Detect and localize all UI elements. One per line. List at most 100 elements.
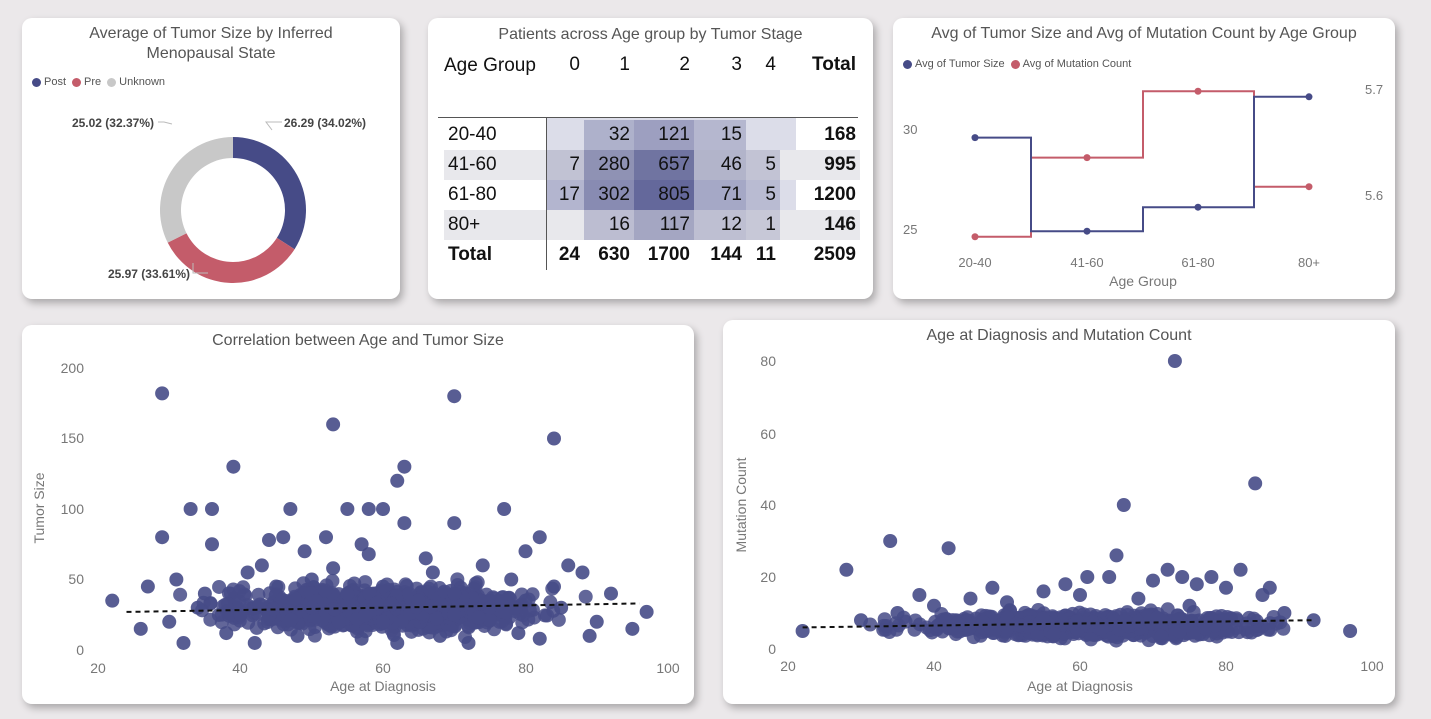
matrix-cell[interactable]: 302 — [584, 180, 634, 210]
scatter-point[interactable] — [304, 572, 319, 587]
scatter-point[interactable] — [461, 635, 476, 650]
scatter-point[interactable] — [425, 565, 440, 580]
scatter-point[interactable] — [985, 580, 1000, 595]
scatter-point[interactable] — [304, 600, 319, 615]
matrix-cell[interactable]: 657 — [634, 150, 694, 180]
scatter-point[interactable] — [511, 626, 526, 641]
scatter-point[interactable] — [1160, 562, 1175, 577]
scatter-point[interactable] — [1000, 595, 1014, 610]
matrix-cell[interactable]: 32 — [584, 120, 634, 150]
scatter-point[interactable] — [639, 604, 654, 619]
scatter-point[interactable] — [1036, 584, 1051, 599]
scatter-point[interactable] — [578, 589, 593, 604]
scatter-point[interactable] — [1069, 614, 1084, 629]
scatter-point[interactable] — [219, 626, 234, 641]
matrix-cell[interactable]: 5 — [746, 180, 780, 210]
matrix-cell[interactable] — [746, 120, 780, 150]
scatter-point[interactable] — [240, 565, 255, 580]
matrix-cell[interactable]: 805 — [634, 180, 694, 210]
scatter-point[interactable] — [1109, 633, 1124, 648]
scatter-point[interactable] — [249, 620, 264, 635]
scatter-point[interactable] — [1233, 562, 1248, 577]
scatter-point[interactable] — [461, 620, 476, 635]
scatter-point[interactable] — [276, 530, 291, 545]
scatter-point[interactable] — [173, 587, 188, 602]
matrix-cell[interactable]: 121 — [634, 120, 694, 150]
scatter-point[interactable] — [203, 612, 218, 627]
scatter-point[interactable] — [604, 586, 618, 601]
scatter-point[interactable] — [882, 625, 897, 640]
scatter-point[interactable] — [155, 530, 170, 545]
scatter-point[interactable] — [262, 533, 276, 548]
scatter-point[interactable] — [471, 610, 486, 625]
scatter-point[interactable] — [376, 579, 390, 594]
donut-slice-pre[interactable] — [167, 233, 295, 284]
scatter-point[interactable] — [1167, 354, 1182, 368]
legend-unknown[interactable]: Unknown — [107, 76, 165, 88]
matrix-row[interactable]: 61-80 17 302 805 71 5 1200 — [444, 180, 860, 210]
scatter-point[interactable] — [205, 502, 219, 516]
scatter-point[interactable] — [319, 530, 333, 545]
scatter-point[interactable] — [140, 579, 155, 594]
scatter-point[interactable] — [226, 459, 241, 474]
matrix-cell[interactable]: 16 — [584, 210, 634, 240]
legend-tumor[interactable]: Avg of Tumor Size — [903, 58, 1005, 70]
scatter-point[interactable] — [498, 616, 513, 631]
tumor-size-point[interactable] — [1194, 203, 1202, 211]
scatter-point[interactable] — [326, 417, 341, 432]
scatter-point[interactable] — [1154, 629, 1169, 644]
scatter-point[interactable] — [205, 537, 219, 552]
scatter-point[interactable] — [390, 473, 405, 488]
scatter-point[interactable] — [1175, 570, 1190, 584]
scatter-point[interactable] — [504, 572, 519, 587]
scatter-point[interactable] — [297, 544, 312, 559]
scatter-point[interactable] — [1189, 577, 1204, 592]
scatter-point[interactable] — [1021, 618, 1036, 633]
legend-pre[interactable]: Pre — [72, 76, 101, 88]
scatter-point[interactable] — [575, 565, 590, 580]
matrix-row[interactable]: 80+ 16 117 12 1 146 — [444, 210, 860, 240]
scatter-point[interactable] — [155, 386, 170, 401]
scatter-point[interactable] — [1255, 588, 1270, 602]
scatter-point[interactable] — [497, 502, 512, 516]
scatter-point[interactable] — [589, 614, 604, 629]
scatter1-card[interactable]: Correlation between Age and Tumor Size T… — [22, 325, 694, 704]
scatter-point[interactable] — [927, 598, 941, 613]
mutation-count-point[interactable] — [1194, 87, 1202, 95]
scatter-point[interactable] — [183, 502, 198, 516]
matrix-total-cell[interactable]: 630 — [598, 244, 630, 265]
scatter-point[interactable] — [1224, 624, 1239, 639]
tumor-size-line[interactable] — [975, 95, 1309, 233]
scatter-point[interactable] — [269, 579, 284, 594]
scatter-point[interactable] — [470, 575, 485, 590]
scatter-point[interactable] — [411, 593, 426, 608]
matrix-total-cell[interactable]: 1700 — [647, 244, 690, 265]
matrix-cell[interactable]: 17 — [546, 180, 584, 210]
scatter-point[interactable] — [547, 431, 561, 446]
scatter-point[interactable] — [302, 622, 317, 637]
scatter-point[interactable] — [357, 608, 372, 623]
scatter-point[interactable] — [1117, 613, 1132, 628]
scatter-point[interactable] — [212, 579, 227, 594]
scatter-point[interactable] — [176, 635, 191, 650]
matrix-row-total[interactable]: 995 — [824, 154, 856, 175]
scatter-point[interactable] — [429, 611, 444, 626]
scatter-point[interactable] — [423, 599, 438, 614]
scatter-point[interactable] — [197, 586, 212, 601]
scatter-point[interactable] — [283, 502, 298, 516]
scatter-point[interactable] — [390, 635, 405, 650]
scatter-point[interactable] — [1116, 498, 1131, 512]
scatter-point[interactable] — [1109, 548, 1124, 563]
matrix-row-total[interactable]: 1200 — [813, 184, 856, 205]
scatter-point[interactable] — [221, 596, 236, 611]
scatter-point[interactable] — [582, 628, 597, 643]
matrix-cell[interactable]: 46 — [694, 150, 746, 180]
scatter-point[interactable] — [1084, 632, 1099, 647]
scatter-point[interactable] — [561, 558, 576, 573]
matrix-total-cell[interactable]: 2509 — [813, 244, 856, 265]
mutation-count-point[interactable] — [971, 233, 979, 241]
scatter-point[interactable] — [133, 621, 148, 636]
scatter-point[interactable] — [518, 593, 533, 608]
scatter-point[interactable] — [318, 583, 333, 598]
matrix-row[interactable]: 41-60 7 280 657 46 5 995 — [444, 150, 860, 180]
